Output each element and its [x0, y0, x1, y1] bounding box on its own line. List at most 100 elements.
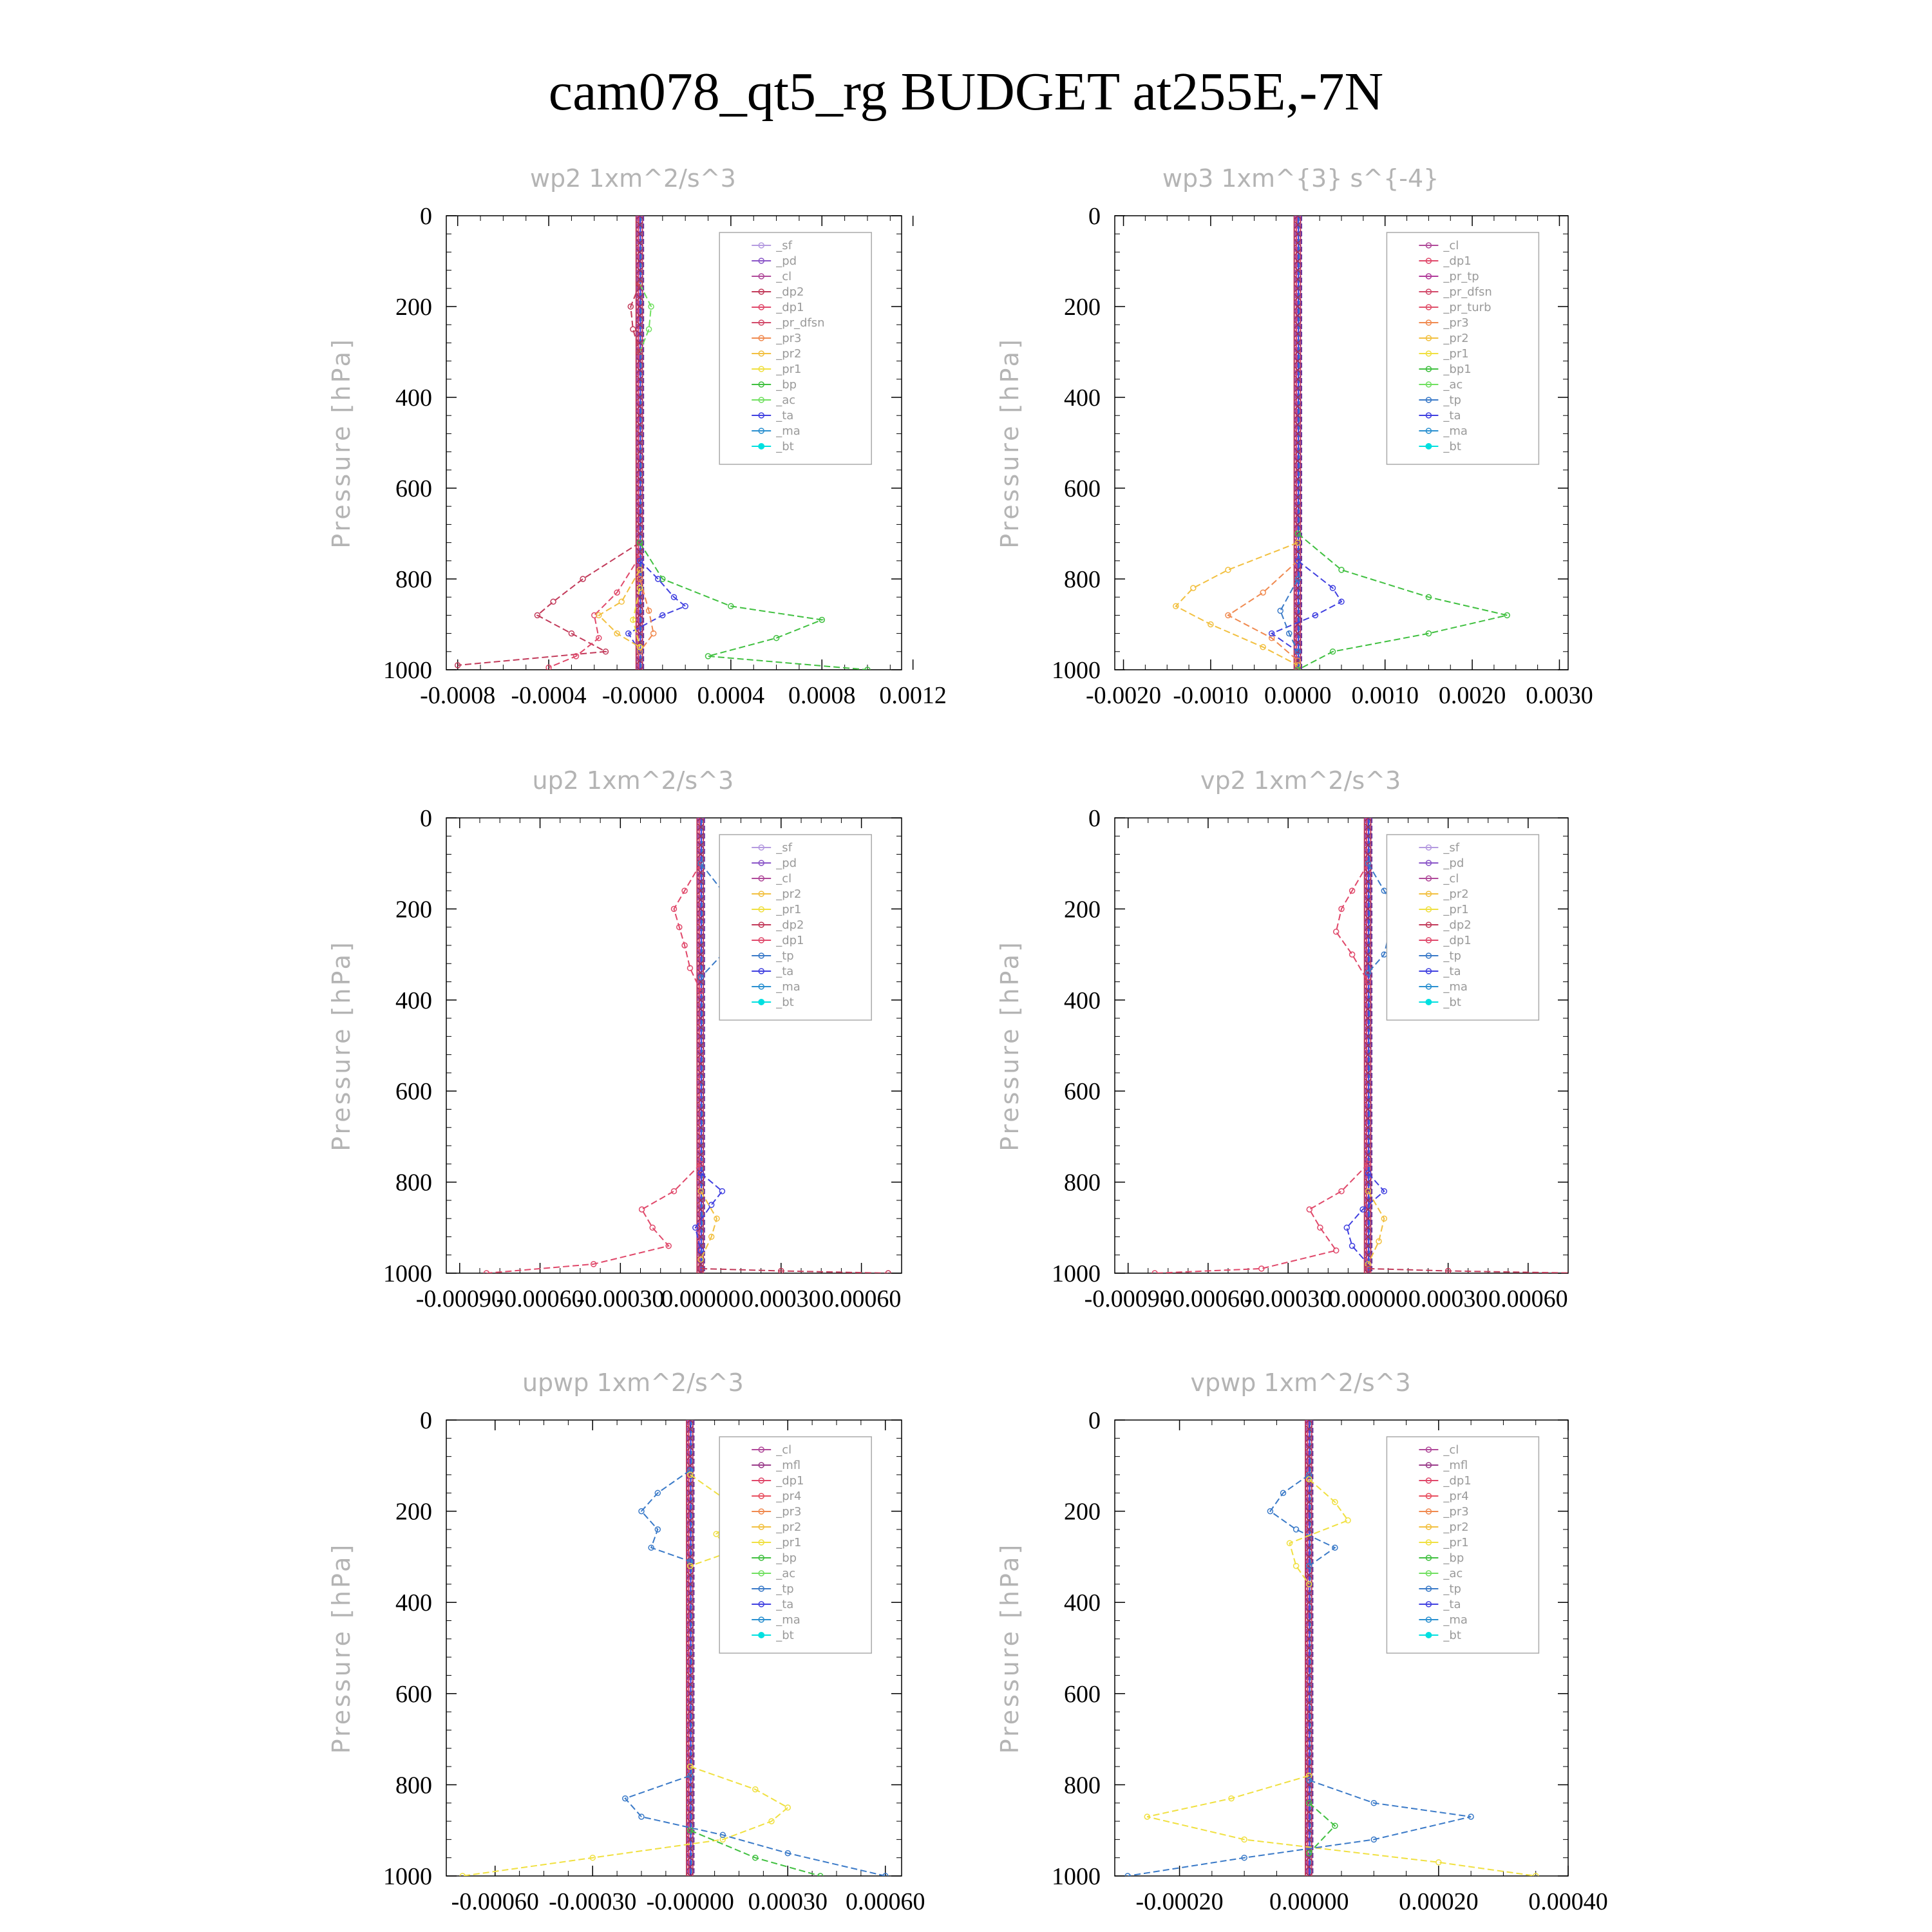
series-line	[1367, 1191, 1385, 1265]
zero-profile-marker	[636, 511, 644, 519]
x-tick-label: -0.00030	[576, 1285, 664, 1312]
y-tick-label: 0	[420, 805, 432, 832]
zero-profile-marker	[687, 1644, 694, 1652]
zero-profile-marker	[1294, 216, 1302, 220]
legend-label: _tp	[1443, 1582, 1461, 1596]
zero-profile-marker	[697, 1115, 705, 1122]
data-point	[697, 1170, 704, 1177]
data-point	[630, 616, 636, 623]
plot-frame	[446, 215, 902, 670]
legend-label: _pr3	[1443, 1505, 1468, 1519]
legend-label: _dp2	[775, 918, 804, 932]
legend-marker	[1425, 1586, 1432, 1592]
legend-marker	[1425, 844, 1432, 851]
zero-profile-marker	[1305, 1690, 1313, 1698]
zero-profile-marker	[1305, 1699, 1313, 1707]
zero-profile-marker	[1305, 1736, 1313, 1743]
data-point	[1294, 539, 1302, 546]
y-tick-label: 200	[395, 294, 432, 321]
zero-profile-marker	[1364, 818, 1372, 822]
zero-profile-marker	[687, 1544, 694, 1551]
data-point	[589, 1854, 596, 1861]
zero-profile-marker	[687, 1745, 694, 1752]
zero-profile-marker	[1294, 466, 1302, 474]
data-point	[681, 942, 688, 949]
legend-label: _pr2	[775, 1520, 801, 1534]
legend-marker	[1425, 381, 1432, 388]
data-point	[1332, 1823, 1338, 1829]
data-point	[728, 603, 734, 610]
zero-profile-marker	[697, 1251, 705, 1259]
x-tick-label: 0.00040	[1528, 1888, 1608, 1915]
legend-marker	[1425, 952, 1432, 959]
data-point	[697, 974, 704, 981]
legend: _cl _mfl _dp1 _pr4 _pr3_pr2 _pr1 _bp _ac _tp _ta _…	[1386, 1436, 1540, 1654]
x-tick-label: 0.0012	[879, 682, 947, 709]
data-point	[719, 1188, 726, 1195]
data-point	[1329, 585, 1336, 591]
zero-profile-marker	[1294, 630, 1302, 638]
zero-profile-marker	[636, 285, 644, 292]
zero-profile-marker	[1294, 303, 1302, 310]
data-point	[630, 326, 636, 333]
zero-profile-marker	[697, 878, 705, 886]
legend-label: _pr1	[775, 903, 801, 916]
zero-profile-marker	[697, 832, 705, 840]
data-point	[676, 923, 683, 931]
zero-profile-marker	[687, 1708, 694, 1716]
zero-profile-marker	[687, 1854, 694, 1862]
x-tick-label: -0.0008	[420, 682, 495, 709]
zero-profile-marker	[1294, 285, 1302, 292]
legend-label: _pd	[1443, 857, 1464, 870]
data-point	[773, 634, 780, 641]
zero-profile-marker	[687, 1589, 694, 1597]
legend-label: _sf	[1443, 841, 1459, 855]
legend-marker	[758, 319, 764, 326]
zero-profile-marker	[1364, 996, 1372, 1004]
data-point	[687, 1562, 694, 1569]
zero-profile-marker	[687, 1817, 694, 1825]
panel-3: up2 1xm^2/s^3 Pressure [hPa] 0 200 400 600 800…	[327, 766, 902, 1312]
zero-profile-marker	[1294, 584, 1302, 592]
data-point	[1332, 1247, 1340, 1254]
x-tick-label: -0.00090	[1084, 1285, 1172, 1312]
legend-box	[719, 834, 872, 1021]
zero-profile-marker	[636, 267, 644, 274]
zero-profile-marker	[1364, 1242, 1372, 1250]
data-layer	[454, 216, 871, 670]
legend-label: _ta	[1443, 965, 1461, 978]
panel-2: wp3 1xm^{3} s^{-4} Pressure [hPa] 0 200 400 6…	[996, 164, 1593, 709]
zero-profile-marker	[687, 1616, 694, 1625]
series-line	[457, 542, 641, 666]
data-point	[1305, 1772, 1312, 1779]
series-line	[1368, 1267, 1568, 1273]
legend-label: _bp	[775, 378, 797, 392]
series-line	[1227, 560, 1298, 661]
zero-profile-marker	[1364, 1251, 1372, 1259]
data-point	[1370, 1836, 1378, 1843]
data-point	[670, 1188, 677, 1195]
legend-marker	[1425, 335, 1432, 341]
zero-profile-marker	[687, 1607, 694, 1615]
x-tick-label: -0.00060	[1164, 1285, 1252, 1312]
legend-marker	[758, 1555, 764, 1561]
data-point	[534, 612, 541, 619]
legend-label: _bt	[1443, 996, 1461, 1009]
legend-label: _pr2	[775, 347, 801, 361]
legend-marker	[758, 875, 764, 882]
data-point	[1305, 1850, 1312, 1857]
legend-label: _bp	[1443, 1551, 1464, 1565]
zero-profile-marker	[687, 1799, 694, 1807]
zero-profile-marker	[687, 1662, 694, 1670]
panel-4: vp2 1xm^2/s^3 Pressure [hPa] 0 200 400 600 800…	[996, 766, 1569, 1312]
x-tick-label: 0.00000	[1329, 1285, 1408, 1312]
zero-profile-marker	[697, 1005, 705, 1013]
y-tick-label: 800	[395, 566, 432, 593]
plot-frame	[446, 817, 902, 1274]
legend-label: _cl	[1443, 872, 1459, 886]
data-point	[1294, 662, 1302, 668]
panel-title: up2 1xm^2/s^3	[532, 766, 734, 795]
zero-profile-marker	[1305, 1826, 1313, 1834]
data-point	[1305, 1777, 1312, 1784]
